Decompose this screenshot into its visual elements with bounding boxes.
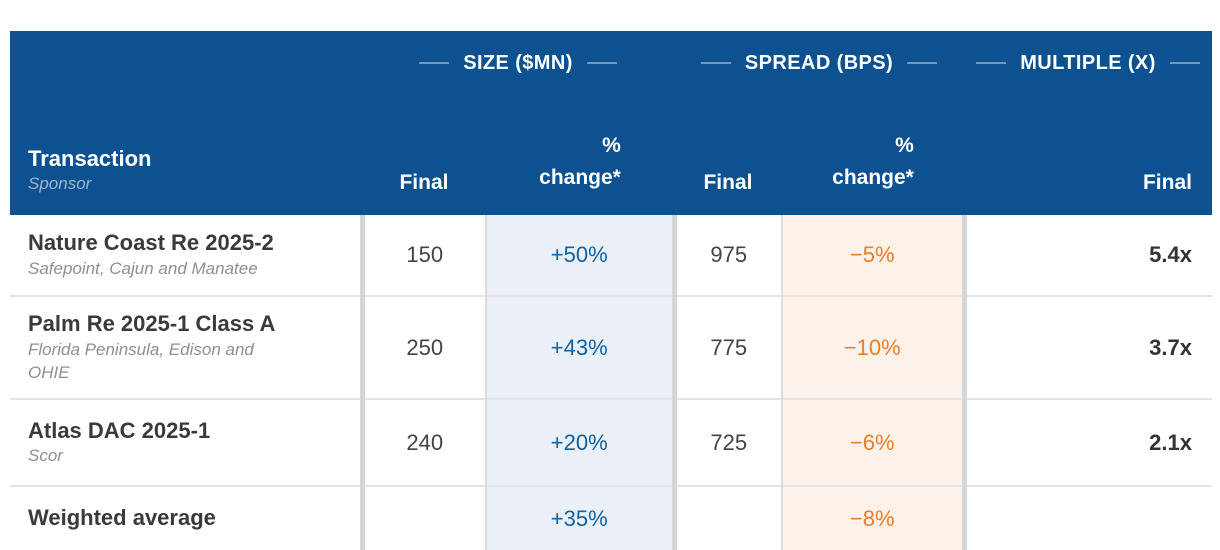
group-label-size: SIZE ($MN) [463,51,573,74]
group-dash-left [976,62,1007,64]
group-dash-left [700,62,731,64]
spread-change-value: −5% [781,215,964,296]
spread-change-value: −8% [781,485,964,550]
multiple-final-header: Final [964,95,1212,215]
cat-bond-pricing-table: SIZE ($MN) SPREAD (BPS) MULTIPLE (X) [10,31,1212,550]
pct-change-line2: change* [539,166,621,190]
column-group-row: SIZE ($MN) SPREAD (BPS) MULTIPLE (X) [10,31,1212,95]
sponsor-name: Safepoint, Cajun and Manatee [28,258,258,278]
size-change-value: +20% [485,398,674,486]
sponsor-name: Scor [28,446,63,466]
table-row-weighted-average: Weighted average +35% −8% [10,485,1212,550]
group-header-multiple: MULTIPLE (X) [964,31,1212,95]
transaction-cell: Atlas DAC 2025-1 Scor [10,398,362,486]
transaction-header-label: Transaction [28,146,152,172]
size-final-value: 250 [359,295,486,399]
group-header-spread: SPREAD (BPS) [674,31,964,95]
spread-pct-change-header: % change* [782,95,964,215]
multiple-final-value: 5.4x [961,215,1212,296]
table-row: Palm Re 2025-1 Class A Florida Peninsula… [10,295,1212,399]
table-row: Nature Coast Re 2025-2 Safepoint, Cajun … [10,215,1212,296]
spread-final-value: 775 [671,295,782,399]
group-label-spread: SPREAD (BPS) [744,51,894,74]
spread-final-value: 725 [671,398,782,486]
size-final-header: Final [362,95,486,215]
size-change-value: +43% [485,295,674,399]
group-dash-right [907,62,938,64]
multiple-final-value [961,485,1212,550]
spread-final-value [671,485,782,550]
spread-final-value: 975 [671,215,782,296]
transaction-name: Palm Re 2025-1 Class A [28,311,276,337]
spread-final-header: Final [674,95,782,215]
pricing-table: SIZE ($MN) SPREAD (BPS) MULTIPLE (X) [10,31,1212,550]
group-dash-right [1169,62,1200,64]
group-header-size: SIZE ($MN) [362,31,674,95]
size-final-value: 150 [359,215,486,296]
transaction-column-header: Transaction Sponsor [10,95,362,215]
group-label-multiple: MULTIPLE (X) [1020,51,1156,74]
multiple-final-value: 3.7x [961,295,1212,399]
table-row: Atlas DAC 2025-1 Scor 240 +20% 725 −6% 2… [10,398,1212,486]
spread-change-value: −10% [781,295,964,399]
group-dash-left [419,62,450,64]
table-body: Nature Coast Re 2025-2 Safepoint, Cajun … [10,215,1212,550]
transaction-name: Weighted average [28,505,216,531]
sponsor-name: Florida Peninsula, Edison and OHIE [28,339,254,382]
size-final-value: 240 [359,398,486,486]
pct-change-line1: % [895,133,914,157]
transaction-cell: Weighted average [10,485,362,550]
size-change-value: +35% [485,485,674,550]
group-blank-cell [10,31,362,95]
size-change-value: +50% [485,215,674,296]
sponsor-header-label: Sponsor [28,173,92,193]
spread-change-value: −6% [781,398,964,486]
transaction-cell: Palm Re 2025-1 Class A Florida Peninsula… [10,295,362,399]
pct-change-line1: % [602,133,621,157]
transaction-cell: Nature Coast Re 2025-2 Safepoint, Cajun … [10,215,362,296]
multiple-final-value: 2.1x [961,398,1212,486]
group-dash-right [586,62,617,64]
size-pct-change-header: % change* [486,95,674,215]
table-header: SIZE ($MN) SPREAD (BPS) MULTIPLE (X) [10,31,1212,215]
transaction-name: Nature Coast Re 2025-2 [28,230,274,256]
size-final-value [359,485,486,550]
transaction-name: Atlas DAC 2025-1 [28,417,211,443]
pct-change-line2: change* [832,166,914,190]
column-subheader-row: Transaction Sponsor Final % change* Fina… [10,95,1212,215]
